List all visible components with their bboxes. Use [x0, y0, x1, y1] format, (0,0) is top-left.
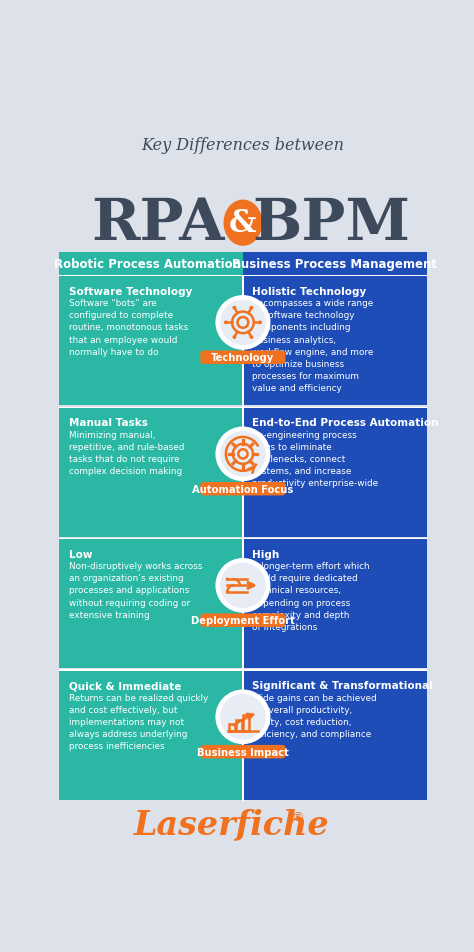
- Text: Re-engineering process
flows to eliminate
bottlenecks, connect
systems, and incr: Re-engineering process flows to eliminat…: [252, 430, 378, 487]
- Text: Encompasses a wide range
of software technology
components including
business an: Encompasses a wide range of software tec…: [252, 299, 374, 393]
- Bar: [59, 252, 243, 276]
- Text: Automation Focus: Automation Focus: [192, 485, 293, 494]
- Text: Quick & Immediate: Quick & Immediate: [69, 681, 182, 690]
- Circle shape: [215, 427, 271, 482]
- Circle shape: [215, 296, 271, 350]
- Text: RPA: RPA: [91, 195, 225, 251]
- Text: A longer-term effort which
could require dedicated
technical resources,
dependin: A longer-term effort which could require…: [252, 562, 370, 631]
- Circle shape: [226, 578, 229, 582]
- Text: &: &: [229, 208, 257, 239]
- Text: Software Technology: Software Technology: [69, 287, 193, 296]
- Bar: [59, 802, 427, 847]
- Text: Significant & Transformational: Significant & Transformational: [252, 681, 433, 690]
- Circle shape: [224, 321, 228, 325]
- Bar: [229, 724, 235, 731]
- Text: Key Differences between: Key Differences between: [141, 137, 345, 154]
- Bar: [59, 276, 242, 406]
- Bar: [242, 539, 244, 670]
- Bar: [59, 670, 427, 671]
- Text: ®: ®: [291, 811, 303, 823]
- Text: Holistic Technology: Holistic Technology: [252, 287, 366, 296]
- Circle shape: [232, 307, 237, 310]
- Text: Business Impact: Business Impact: [197, 747, 289, 757]
- Text: Software “bots” are
configured to complete
routine, monotonous tasks
that an emp: Software “bots” are configured to comple…: [69, 299, 189, 356]
- Bar: [59, 114, 427, 252]
- Bar: [59, 670, 242, 800]
- Bar: [242, 276, 244, 407]
- Circle shape: [226, 590, 229, 594]
- Text: Business Process Management: Business Process Management: [232, 258, 437, 270]
- Bar: [243, 252, 427, 276]
- FancyBboxPatch shape: [201, 745, 285, 759]
- Bar: [59, 539, 242, 668]
- Bar: [59, 407, 242, 537]
- Text: Robotic Process Automation: Robotic Process Automation: [54, 258, 241, 270]
- Text: Low: Low: [69, 549, 93, 559]
- Circle shape: [258, 321, 262, 325]
- Bar: [237, 720, 242, 731]
- Text: Non-disruptively works across
an organization’s existing
processes and applicati: Non-disruptively works across an organiz…: [69, 562, 203, 619]
- Text: Minimizing manual,
repetitive, and rule-based
tasks that do not require
complex : Minimizing manual, repetitive, and rule-…: [69, 430, 185, 476]
- Text: Laserfiche: Laserfiche: [134, 806, 330, 840]
- Bar: [59, 276, 427, 277]
- Bar: [59, 539, 427, 540]
- Bar: [244, 407, 427, 537]
- FancyBboxPatch shape: [201, 483, 285, 496]
- FancyBboxPatch shape: [201, 351, 285, 365]
- Circle shape: [215, 559, 271, 613]
- Text: High: High: [252, 549, 280, 559]
- FancyBboxPatch shape: [201, 614, 285, 627]
- Bar: [242, 670, 244, 802]
- Circle shape: [220, 301, 266, 346]
- Ellipse shape: [224, 200, 262, 247]
- Text: End-to-End Process Automation: End-to-End Process Automation: [252, 418, 439, 427]
- Circle shape: [220, 431, 266, 477]
- Text: BPM: BPM: [252, 195, 410, 251]
- Text: Returns can be realized quickly
and cost effectively, but
implementations may no: Returns can be realized quickly and cost…: [69, 693, 209, 750]
- Bar: [244, 276, 427, 406]
- Bar: [242, 407, 244, 539]
- Text: Manual Tasks: Manual Tasks: [69, 418, 148, 427]
- Circle shape: [249, 336, 254, 340]
- Bar: [243, 716, 249, 731]
- Circle shape: [215, 690, 271, 744]
- Text: Wide gains can be achieved
in overall productivity,
agility, cost reduction,
eff: Wide gains can be achieved in overall pr…: [252, 693, 377, 738]
- Circle shape: [220, 563, 266, 608]
- Circle shape: [232, 336, 237, 340]
- Bar: [59, 407, 427, 408]
- Circle shape: [249, 307, 254, 310]
- Circle shape: [220, 694, 266, 740]
- Text: Technology: Technology: [211, 353, 274, 363]
- Bar: [244, 539, 427, 668]
- Text: Deployment Effort: Deployment Effort: [191, 616, 295, 625]
- Bar: [244, 670, 427, 800]
